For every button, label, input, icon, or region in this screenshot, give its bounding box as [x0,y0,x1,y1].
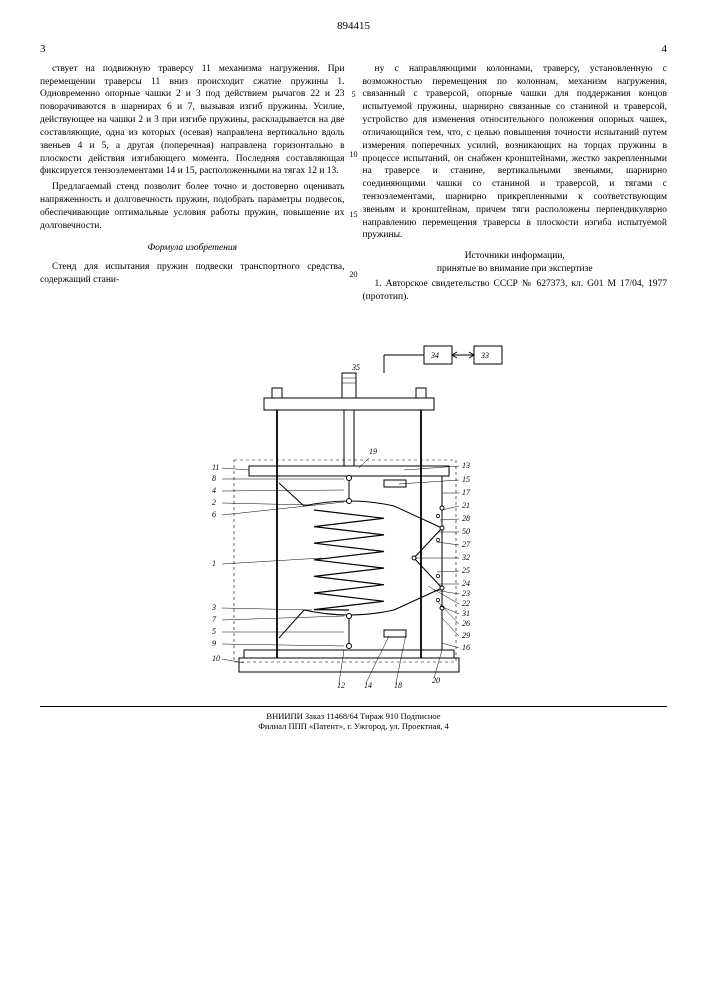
right-column: 4 ну с направляющими колоннами, траверсу… [363,42,668,306]
line-marker-5: 5 [352,90,356,99]
svg-text:32: 32 [461,553,470,562]
page: 894415 3 ствует на подвижную траверсу 11… [0,0,707,1000]
svg-text:16: 16 [462,643,470,652]
svg-text:12: 12 [337,681,345,690]
svg-text:8: 8 [212,474,216,483]
svg-text:23: 23 [462,589,470,598]
svg-text:15: 15 [462,475,470,484]
para-left-1: ствует на подвижную траверсу 11 механизм… [40,63,345,178]
svg-text:5: 5 [212,627,216,636]
page-num-left: 3 [40,42,345,57]
para-right-1: ну с направляющими колоннами, траверсу, … [363,63,668,242]
svg-text:28: 28 [462,514,470,523]
svg-text:26: 26 [462,619,470,628]
sources-heading: Источники информации, принятые во вниман… [363,250,668,276]
svg-text:19: 19 [369,447,377,456]
sources-heading-1: Источники информации, [465,251,565,261]
footer-line2: Филиал ППП «Патент», г. Ужгород, ул. Про… [258,721,449,731]
svg-text:21: 21 [462,501,470,510]
svg-text:31: 31 [461,609,470,618]
svg-text:24: 24 [462,579,470,588]
svg-text:14: 14 [364,681,372,690]
line-marker-15: 15 [350,210,358,219]
line-marker-10: 10 [350,150,358,159]
figure-wrap: 3334351184261375910191315172128502732252… [40,318,667,698]
left-column: 3 ствует на подвижную траверсу 11 механи… [40,42,345,306]
patent-number: 894415 [40,20,667,32]
svg-text:11: 11 [212,463,219,472]
svg-text:13: 13 [462,461,470,470]
formula-heading: Формула изобретения [40,242,345,255]
svg-text:1: 1 [212,559,216,568]
text-columns: 3 ствует на подвижную траверсу 11 механи… [40,42,667,306]
sources-heading-2: принятые во внимание при экспертизе [437,264,593,274]
footer: ВНИИПИ Заказ 11468/64 Тираж 910 Подписно… [40,706,667,731]
page-num-right: 4 [363,42,668,57]
line-marker-20: 20 [350,270,358,279]
svg-text:7: 7 [212,615,217,624]
svg-text:25: 25 [462,566,470,575]
footer-line1: ВНИИПИ Заказ 11468/64 Тираж 910 Подписно… [266,711,440,721]
source-ref-1: 1. Авторское свидетельство СССР № 627373… [363,278,668,304]
patent-figure: 3334351184261375910191315172128502732252… [194,318,514,698]
para-left-2: Предлагаемый стенд позволит более точно … [40,181,345,232]
svg-text:22: 22 [462,599,470,608]
svg-text:6: 6 [212,510,216,519]
svg-text:3: 3 [211,603,216,612]
svg-text:20: 20 [432,676,440,685]
svg-text:2: 2 [212,498,216,507]
svg-text:29: 29 [462,631,470,640]
svg-text:10: 10 [212,654,220,663]
para-left-3: Стенд для испытания пружин подвески тран… [40,261,345,287]
svg-text:27: 27 [462,540,471,549]
svg-text:18: 18 [394,681,402,690]
svg-text:35: 35 [351,363,360,372]
svg-text:50: 50 [462,527,470,536]
svg-text:4: 4 [212,486,216,495]
svg-text:33: 33 [480,351,489,360]
svg-text:17: 17 [462,488,471,497]
svg-text:9: 9 [212,639,216,648]
svg-text:34: 34 [430,351,439,360]
